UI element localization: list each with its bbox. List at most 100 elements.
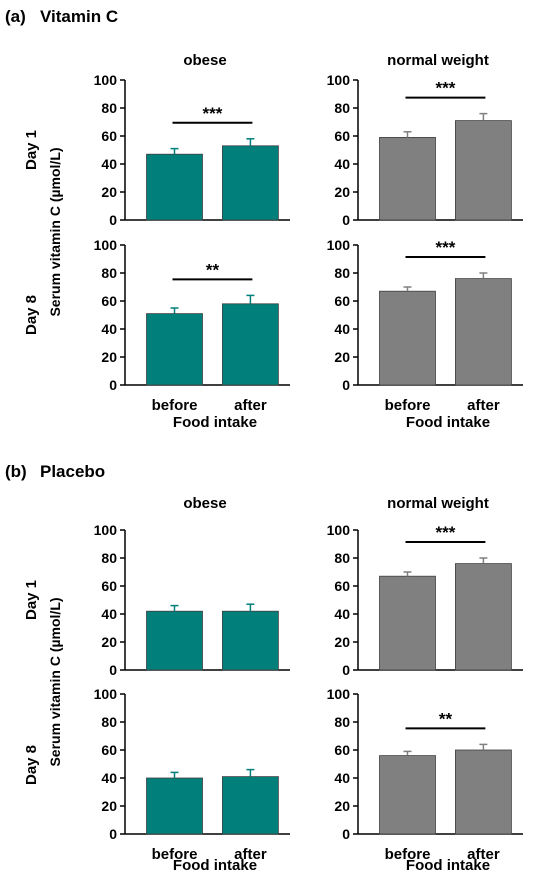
y-tick-label: 60 [334,742,350,758]
y-tick-label: 100 [327,686,351,702]
bar-before [146,610,203,671]
bar-before [379,755,436,835]
subplot-5-group: 0 20 40 60 80 100 *** [327,522,523,678]
y-tick-label: 40 [334,156,350,172]
subplot-0-group: 0 20 40 60 80 100 *** [94,72,290,228]
bar-after [221,610,279,671]
y-tick-label: 100 [94,72,118,88]
y-tick-label: 0 [109,377,117,393]
bar-after [454,749,512,835]
y-tick-label: 80 [334,714,350,730]
y-tick-label: 40 [334,321,350,337]
panel-b-row-title-day8: Day 8 [23,745,40,785]
y-tick-label: 80 [334,100,350,116]
y-tick-label: 100 [94,522,118,538]
y-tick-label: 20 [334,798,350,814]
y-tick-label: 60 [101,742,117,758]
subplot-1-group: 0 20 40 60 80 100 *** [327,72,523,228]
panel-b-title: Placebo [40,462,105,481]
panel-b-ylabel: Serum vitamin C (µmol/L) [47,597,63,766]
x-tick-label-before: before [385,397,431,414]
bar-after [221,303,279,386]
panel-a-label: (a) [5,7,26,26]
significance-label: ** [206,260,220,279]
panel-a-title: Vitamin C [40,7,118,26]
y-tick-label: 60 [101,293,117,309]
panel-a-row-title-day1: Day 1 [23,130,40,170]
y-tick-label: 20 [101,634,117,650]
panel-a-row-title-day8: Day 8 [23,295,40,335]
y-tick-label: 40 [101,156,117,172]
x-tick-label-after: after [234,397,267,414]
y-tick-label: 0 [109,212,117,228]
panel-a-xlabel-normal: Food intake [406,414,490,431]
y-tick-label: 20 [101,349,117,365]
bar-before [379,575,436,671]
bar-after [454,120,512,221]
y-tick-label: 80 [334,550,350,566]
y-tick-label: 100 [327,72,351,88]
y-tick-label: 40 [101,606,117,622]
y-tick-label: 80 [101,714,117,730]
y-tick-label: 40 [101,770,117,786]
subplot-4-group: 0 20 40 60 80 100 [94,522,290,678]
x-tick-label-after: after [234,846,267,863]
bar-before [379,136,436,221]
y-tick-label: 0 [342,662,350,678]
x-tick-label-before: before [152,846,198,863]
y-tick-label: 20 [101,184,117,200]
x-tick-label-after: after [467,397,500,414]
panel-b-row-title-day1: Day 1 [23,580,40,620]
subplot-3-group: 0 20 40 60 80 100 before after *** [327,237,523,414]
panel-a-xlabel-obese: Food intake [173,414,257,431]
y-tick-label: 80 [334,265,350,281]
y-tick-label: 0 [342,212,350,228]
y-tick-label: 60 [101,128,117,144]
y-tick-label: 40 [334,770,350,786]
y-tick-label: 0 [342,826,350,842]
bar-before [146,313,203,386]
subplot-7-group: 0 20 40 60 80 100 before after ** [327,686,523,863]
y-tick-label: 80 [101,550,117,566]
x-tick-label-before: before [152,397,198,414]
y-tick-label: 0 [342,377,350,393]
bar-before [146,777,203,835]
y-tick-label: 100 [94,237,118,253]
y-tick-label: 100 [327,522,351,538]
subplot-grid: 0 20 40 60 80 100 *** 0 20 40 60 80 100 *** 0 20 40 60 80 1… [94,72,523,863]
significance-label: *** [436,523,456,542]
panel-b-xlabel-obese: Food intake [173,857,257,874]
x-tick-label-before: before [385,846,431,863]
bar-before [379,290,436,386]
y-tick-label: 60 [101,578,117,594]
y-tick-label: 80 [101,100,117,116]
significance-label: ** [439,709,453,728]
bar-after [221,776,279,835]
subplot-6-group: 0 20 40 60 80 100 before after [94,686,290,863]
significance-label: *** [436,238,456,257]
x-tick-label-after: after [467,846,500,863]
bar-after [221,145,279,221]
y-tick-label: 40 [101,321,117,337]
subplot-2-group: 0 20 40 60 80 100 before after ** [94,237,290,414]
panel-a-col-title-obese: obese [183,52,226,69]
significance-label: *** [436,79,456,98]
y-tick-label: 100 [327,237,351,253]
panel-b-xlabel-normal: Food intake [406,857,490,874]
bar-before [146,153,203,221]
bar-after [454,563,512,671]
y-tick-label: 60 [334,578,350,594]
y-tick-label: 20 [334,184,350,200]
bar-after [454,278,512,386]
panel-a-col-title-normal: normal weight [387,52,489,69]
y-tick-label: 60 [334,128,350,144]
y-tick-label: 20 [334,349,350,365]
y-tick-label: 0 [109,662,117,678]
y-tick-label: 40 [334,606,350,622]
panel-a-ylabel: Serum vitamin C (µmol/L) [47,147,63,316]
y-tick-label: 100 [94,686,118,702]
significance-label: *** [203,104,223,123]
panel-b-col-title-normal: normal weight [387,495,489,512]
y-tick-label: 20 [101,798,117,814]
